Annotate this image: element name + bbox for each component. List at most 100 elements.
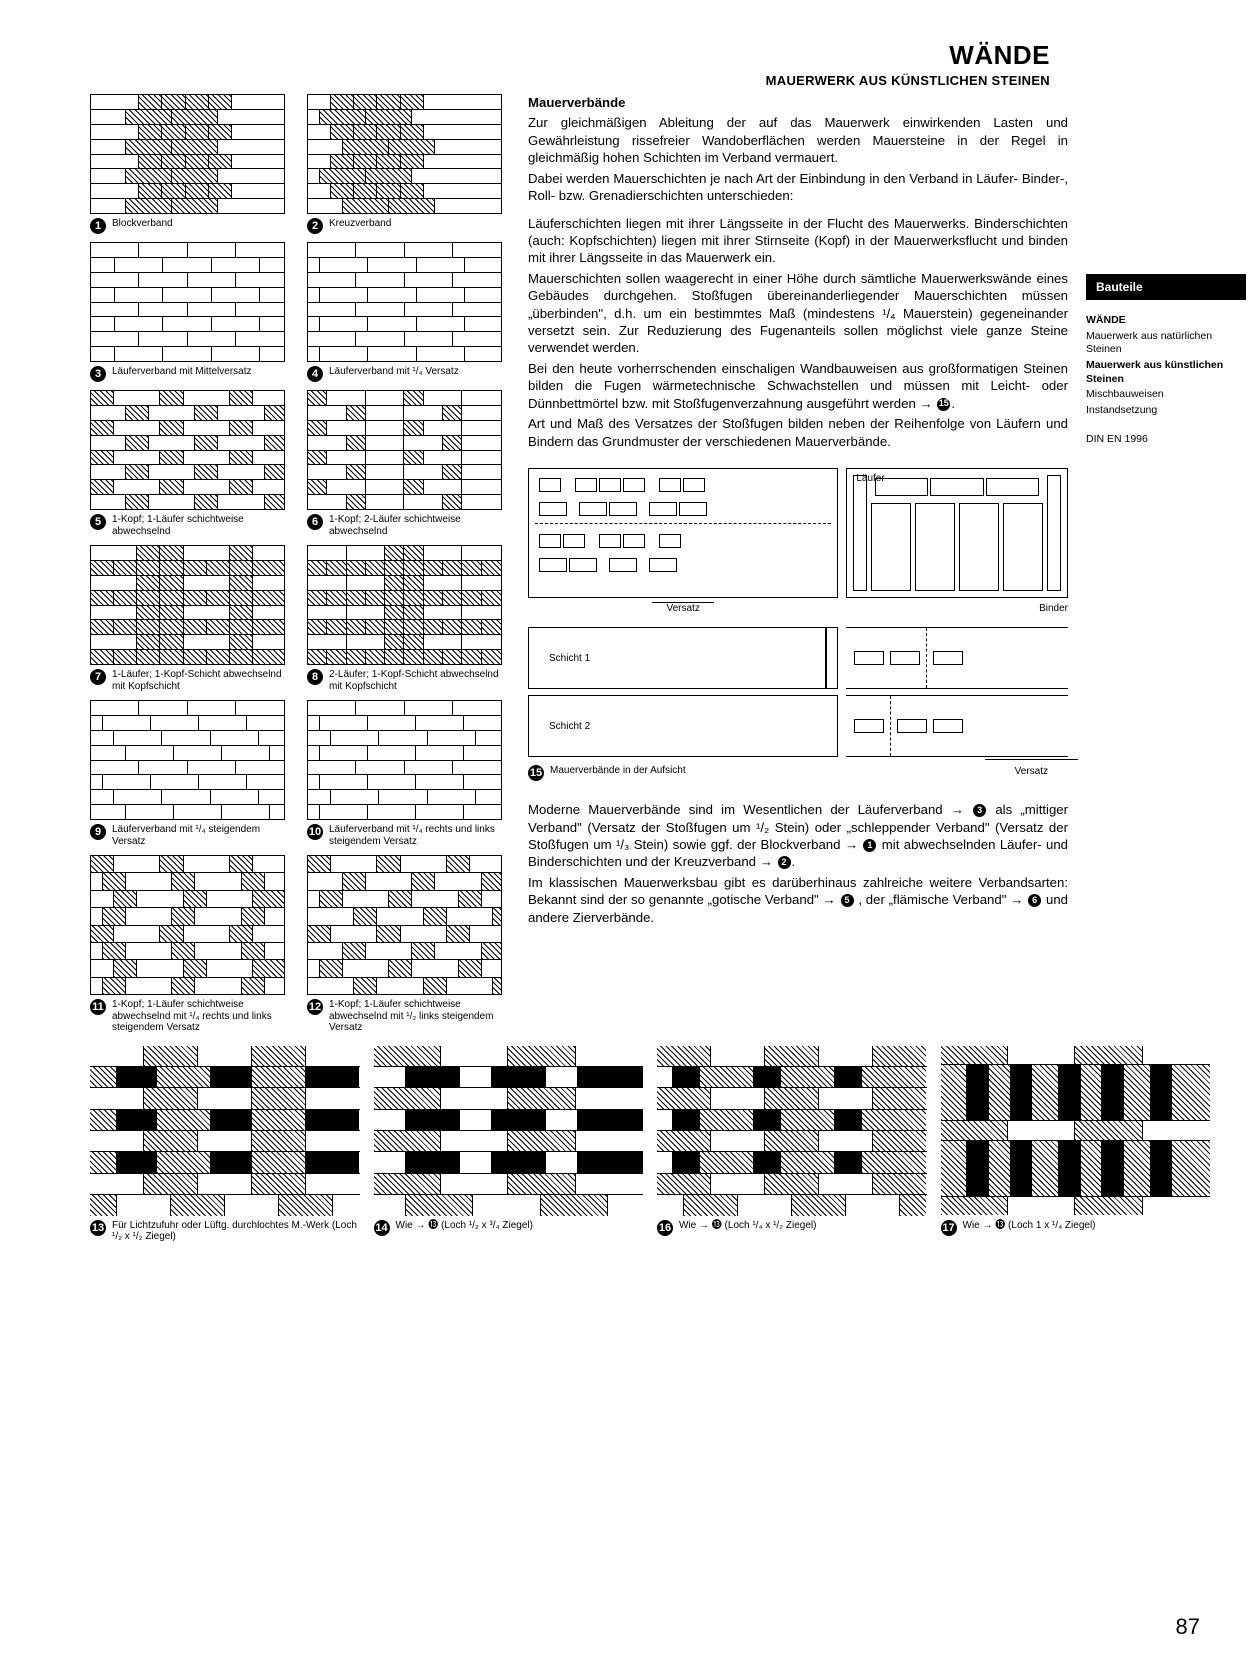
figure-bullet-icon: 5 xyxy=(90,514,106,530)
figure-bullet-icon: 9 xyxy=(90,824,106,840)
figure-14-pattern xyxy=(374,1046,644,1216)
figure-12-pattern xyxy=(307,855,502,995)
figure-11-pattern xyxy=(90,855,285,995)
figure-caption: 1-Kopf; 1-Läufer schichtweise abwechseln… xyxy=(112,999,293,1034)
body-paragraph: Läuferschichten liegen mit ihrer Längsse… xyxy=(528,215,1068,267)
figure-5-pattern xyxy=(90,390,285,510)
figure-bullet-icon: 12 xyxy=(307,999,323,1015)
ref-bullet-icon: 1 xyxy=(863,839,876,852)
figure-12: 12 1-Kopf; 1-Läufer schichtweise abwechse… xyxy=(307,855,510,1034)
figure-3-pattern xyxy=(90,242,285,362)
diagram-label: Binder xyxy=(1039,602,1068,615)
body-paragraph: Bei den heute vorherrschenden einschalig… xyxy=(528,360,1068,412)
sidebar-din: DIN EN 1996 xyxy=(1086,433,1246,445)
figure-bullet-icon: 11 xyxy=(90,999,106,1015)
figure-2: 2 Kreuzverband xyxy=(307,94,510,234)
diagram-15-plan-right xyxy=(846,468,1068,598)
figure-bullet-icon: 4 xyxy=(307,366,323,382)
figure-bullet-icon: 14 xyxy=(374,1220,390,1236)
figure-bullet-icon: 3 xyxy=(90,366,106,382)
diagram-label: Läufer xyxy=(856,472,884,485)
figure-10-pattern xyxy=(307,700,502,820)
figure-bullet-icon: 2 xyxy=(307,218,323,234)
sidebar-item: Instandsetzung xyxy=(1086,404,1246,418)
figure-caption: 1-Läufer; 1-Kopf-Schicht abwechselnd mit… xyxy=(112,669,293,692)
figure-caption: Läuferverband mit ¹/₄ steigendem Versatz xyxy=(112,824,293,847)
body-paragraph: Moderne Mauerverbände sind im Wesentlich… xyxy=(528,801,1068,871)
body-paragraph: Dabei werden Mauerschichten je nach Art … xyxy=(528,170,1068,205)
body-paragraph: Art und Maß des Versatzes der Stoßfugen … xyxy=(528,415,1068,450)
figure-bullet-icon: 1 xyxy=(90,218,106,234)
figure-caption: 2-Läufer; 1-Kopf-Schicht abwechselnd mit… xyxy=(329,669,510,692)
figure-caption: Wie → ⓭ (Loch 1 x ¹/₄ Ziegel) xyxy=(963,1220,1096,1232)
sidebar-item: Mauerwerk aus natürlichen Steinen xyxy=(1086,330,1246,357)
figure-caption: Läuferverband mit Mittelversatz xyxy=(112,366,252,378)
sidebar-heading: WÄNDE xyxy=(1086,314,1246,328)
figure-2-pattern xyxy=(307,94,502,214)
ref-bullet-icon: 2 xyxy=(778,856,791,869)
section-heading: Mauerverbände xyxy=(528,95,625,110)
diagram-15: Versatz Läufer Binder Schicht 1 Schicht … xyxy=(528,468,1068,781)
figures-column: 1 Blockverband 2 Kreuzverband xyxy=(90,94,510,1034)
figure-bullet-icon: 10 xyxy=(307,824,323,840)
figure-bullet-icon: 13 xyxy=(90,1220,106,1236)
figure-11: 11 1-Kopf; 1-Läufer schichtweise abwechse… xyxy=(90,855,293,1034)
sidebar-item: Mauerwerk aus künstlichen Steinen xyxy=(1086,359,1246,386)
figure-caption: Wie → ⓭ (Loch ¹/₄ x ¹/₂ Ziegel) xyxy=(679,1220,816,1232)
figure-1-pattern xyxy=(90,94,285,214)
figure-caption: 1-Kopf; 2-Läufer schichtweise abwechseln… xyxy=(329,514,510,537)
diagram-15-plan-left xyxy=(528,468,838,598)
ref-bullet-icon: 5 xyxy=(841,894,854,907)
body-paragraph: Im klassischen Mauerwerksbau gibt es dar… xyxy=(528,874,1068,926)
figure-13-pattern xyxy=(90,1046,360,1216)
figure-5: 51-Kopf; 1-Läufer schichtweise abwechsel… xyxy=(90,390,293,537)
ref-bullet-icon: 3 xyxy=(973,804,986,817)
figure-10: 10 Läuferverband mit ¹/₄ rechts und links… xyxy=(307,700,510,847)
diagram-label: Versatz xyxy=(1015,766,1048,777)
figure-14: 14 Wie → ⓭ (Loch ¹/₂ x ³/₄ Ziegel) xyxy=(374,1046,644,1243)
diagram-15-section-right xyxy=(846,627,1068,757)
figure-bullet-icon: 8 xyxy=(307,669,323,685)
figure-6: 6 1-Kopf; 2-Läufer schichtweise abwechsel… xyxy=(307,390,510,537)
figure-caption: Blockverband xyxy=(112,218,173,230)
figure-16: 16 Wie → ⓭ (Loch ¹/₄ x ¹/₂ Ziegel) xyxy=(657,1046,927,1243)
figure-caption: Wie → ⓭ (Loch ¹/₂ x ³/₄ Ziegel) xyxy=(396,1220,533,1232)
page-number: 87 xyxy=(1176,1614,1200,1640)
body-paragraph: Mauerschichten sollen waagerecht in eine… xyxy=(528,270,1068,357)
text-column: Mauerverbände Zur gleichmäßigen Ableitun… xyxy=(528,94,1068,1034)
figure-17: 17 Wie → ⓭ (Loch 1 x ¹/₄ Ziegel) xyxy=(941,1046,1211,1243)
diagram-15-section-left: Schicht 1 Schicht 2 xyxy=(528,627,838,757)
figure-caption: Für Lichtzufuhr oder Lüftg. durchlochtes… xyxy=(112,1220,360,1243)
figure-16-pattern xyxy=(657,1046,927,1216)
sidebar-item: Mischbauweisen xyxy=(1086,388,1246,402)
figure-caption: Mauerverbände in der Aufsicht xyxy=(550,765,1009,777)
figure-caption: Kreuzverband xyxy=(329,218,391,230)
figure-bullet-icon: 16 xyxy=(657,1220,673,1236)
figure-bullet-icon: 15 xyxy=(528,765,544,781)
sidebar: Bauteile WÄNDE Mauerwerk aus natürlichen… xyxy=(1086,94,1246,1034)
ref-bullet-icon: 6 xyxy=(1028,894,1041,907)
diagram-label: Versatz xyxy=(528,602,838,615)
figure-9-pattern xyxy=(90,700,285,820)
figure-caption: Läuferverband mit ¹/₄ rechts und links s… xyxy=(329,824,510,847)
diagram-label: Schicht 1 xyxy=(549,652,590,665)
figure-3: 3 Läuferverband mit Mittelversatz xyxy=(90,242,293,382)
page-subtitle: MAUERWERK AUS KÜNSTLICHEN STEINEN xyxy=(90,73,1050,88)
figure-8: 8 2-Läufer; 1-Kopf-Schicht abwechselnd mi… xyxy=(307,545,510,692)
diagram-label: Schicht 2 xyxy=(549,720,590,733)
figure-caption: 1-Kopf; 1-Läufer schichtweise abwechseln… xyxy=(329,999,510,1034)
figure-caption: Läuferverband mit ¹/₄ Versatz xyxy=(329,366,459,378)
bottom-figures-row: 13 Für Lichtzufuhr oder Lüftg. durchlocht… xyxy=(90,1046,1210,1243)
figure-bullet-icon: 17 xyxy=(941,1220,957,1236)
ref-bullet-icon: 15 xyxy=(937,398,950,411)
figure-bullet-icon: 7 xyxy=(90,669,106,685)
figure-9: 9 Läuferverband mit ¹/₄ steigendem Versat… xyxy=(90,700,293,847)
figure-4-pattern xyxy=(307,242,502,362)
figure-7-pattern xyxy=(90,545,285,665)
page-title: WÄNDE xyxy=(90,40,1050,71)
figure-7: 7 1-Läufer; 1-Kopf-Schicht abwechselnd mi… xyxy=(90,545,293,692)
main-grid: 1 Blockverband 2 Kreuzverband xyxy=(90,94,1210,1034)
figure-6-pattern xyxy=(307,390,502,510)
sidebar-tab: Bauteile xyxy=(1086,274,1246,300)
figure-bullet-icon: 6 xyxy=(307,514,323,530)
